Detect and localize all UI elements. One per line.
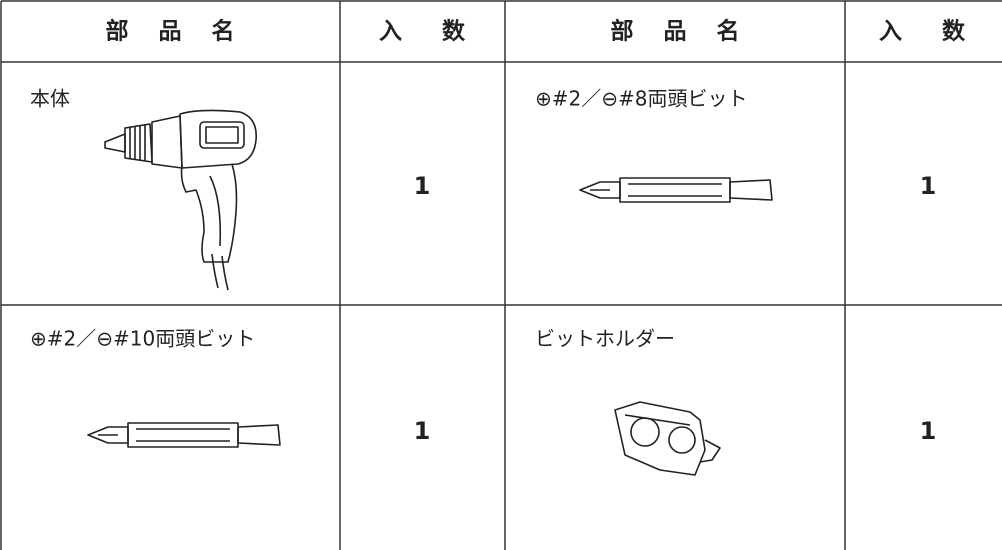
drill-illustration [104,109,257,291]
part-name: 本体 [30,87,70,111]
bit-holder-illustration [614,401,721,476]
header-cell: 部品名 [611,18,770,45]
part-name: ⊕#2／⊖#10両頭ビット [30,327,255,351]
header-cell: 入数 [379,19,505,45]
quantity: 1 [414,172,431,200]
quantity: 1 [920,417,937,445]
header-cell: 部品名 [106,18,265,45]
part-name: ビットホルダー [535,327,675,351]
part-name: ⊕#2／⊖#8両頭ビット [535,87,747,111]
quantity: 1 [414,417,431,445]
bit-illustration [87,422,281,448]
bit-illustration [579,177,773,203]
quantity: 1 [920,172,937,200]
header-cell: 入数 [879,19,1002,45]
